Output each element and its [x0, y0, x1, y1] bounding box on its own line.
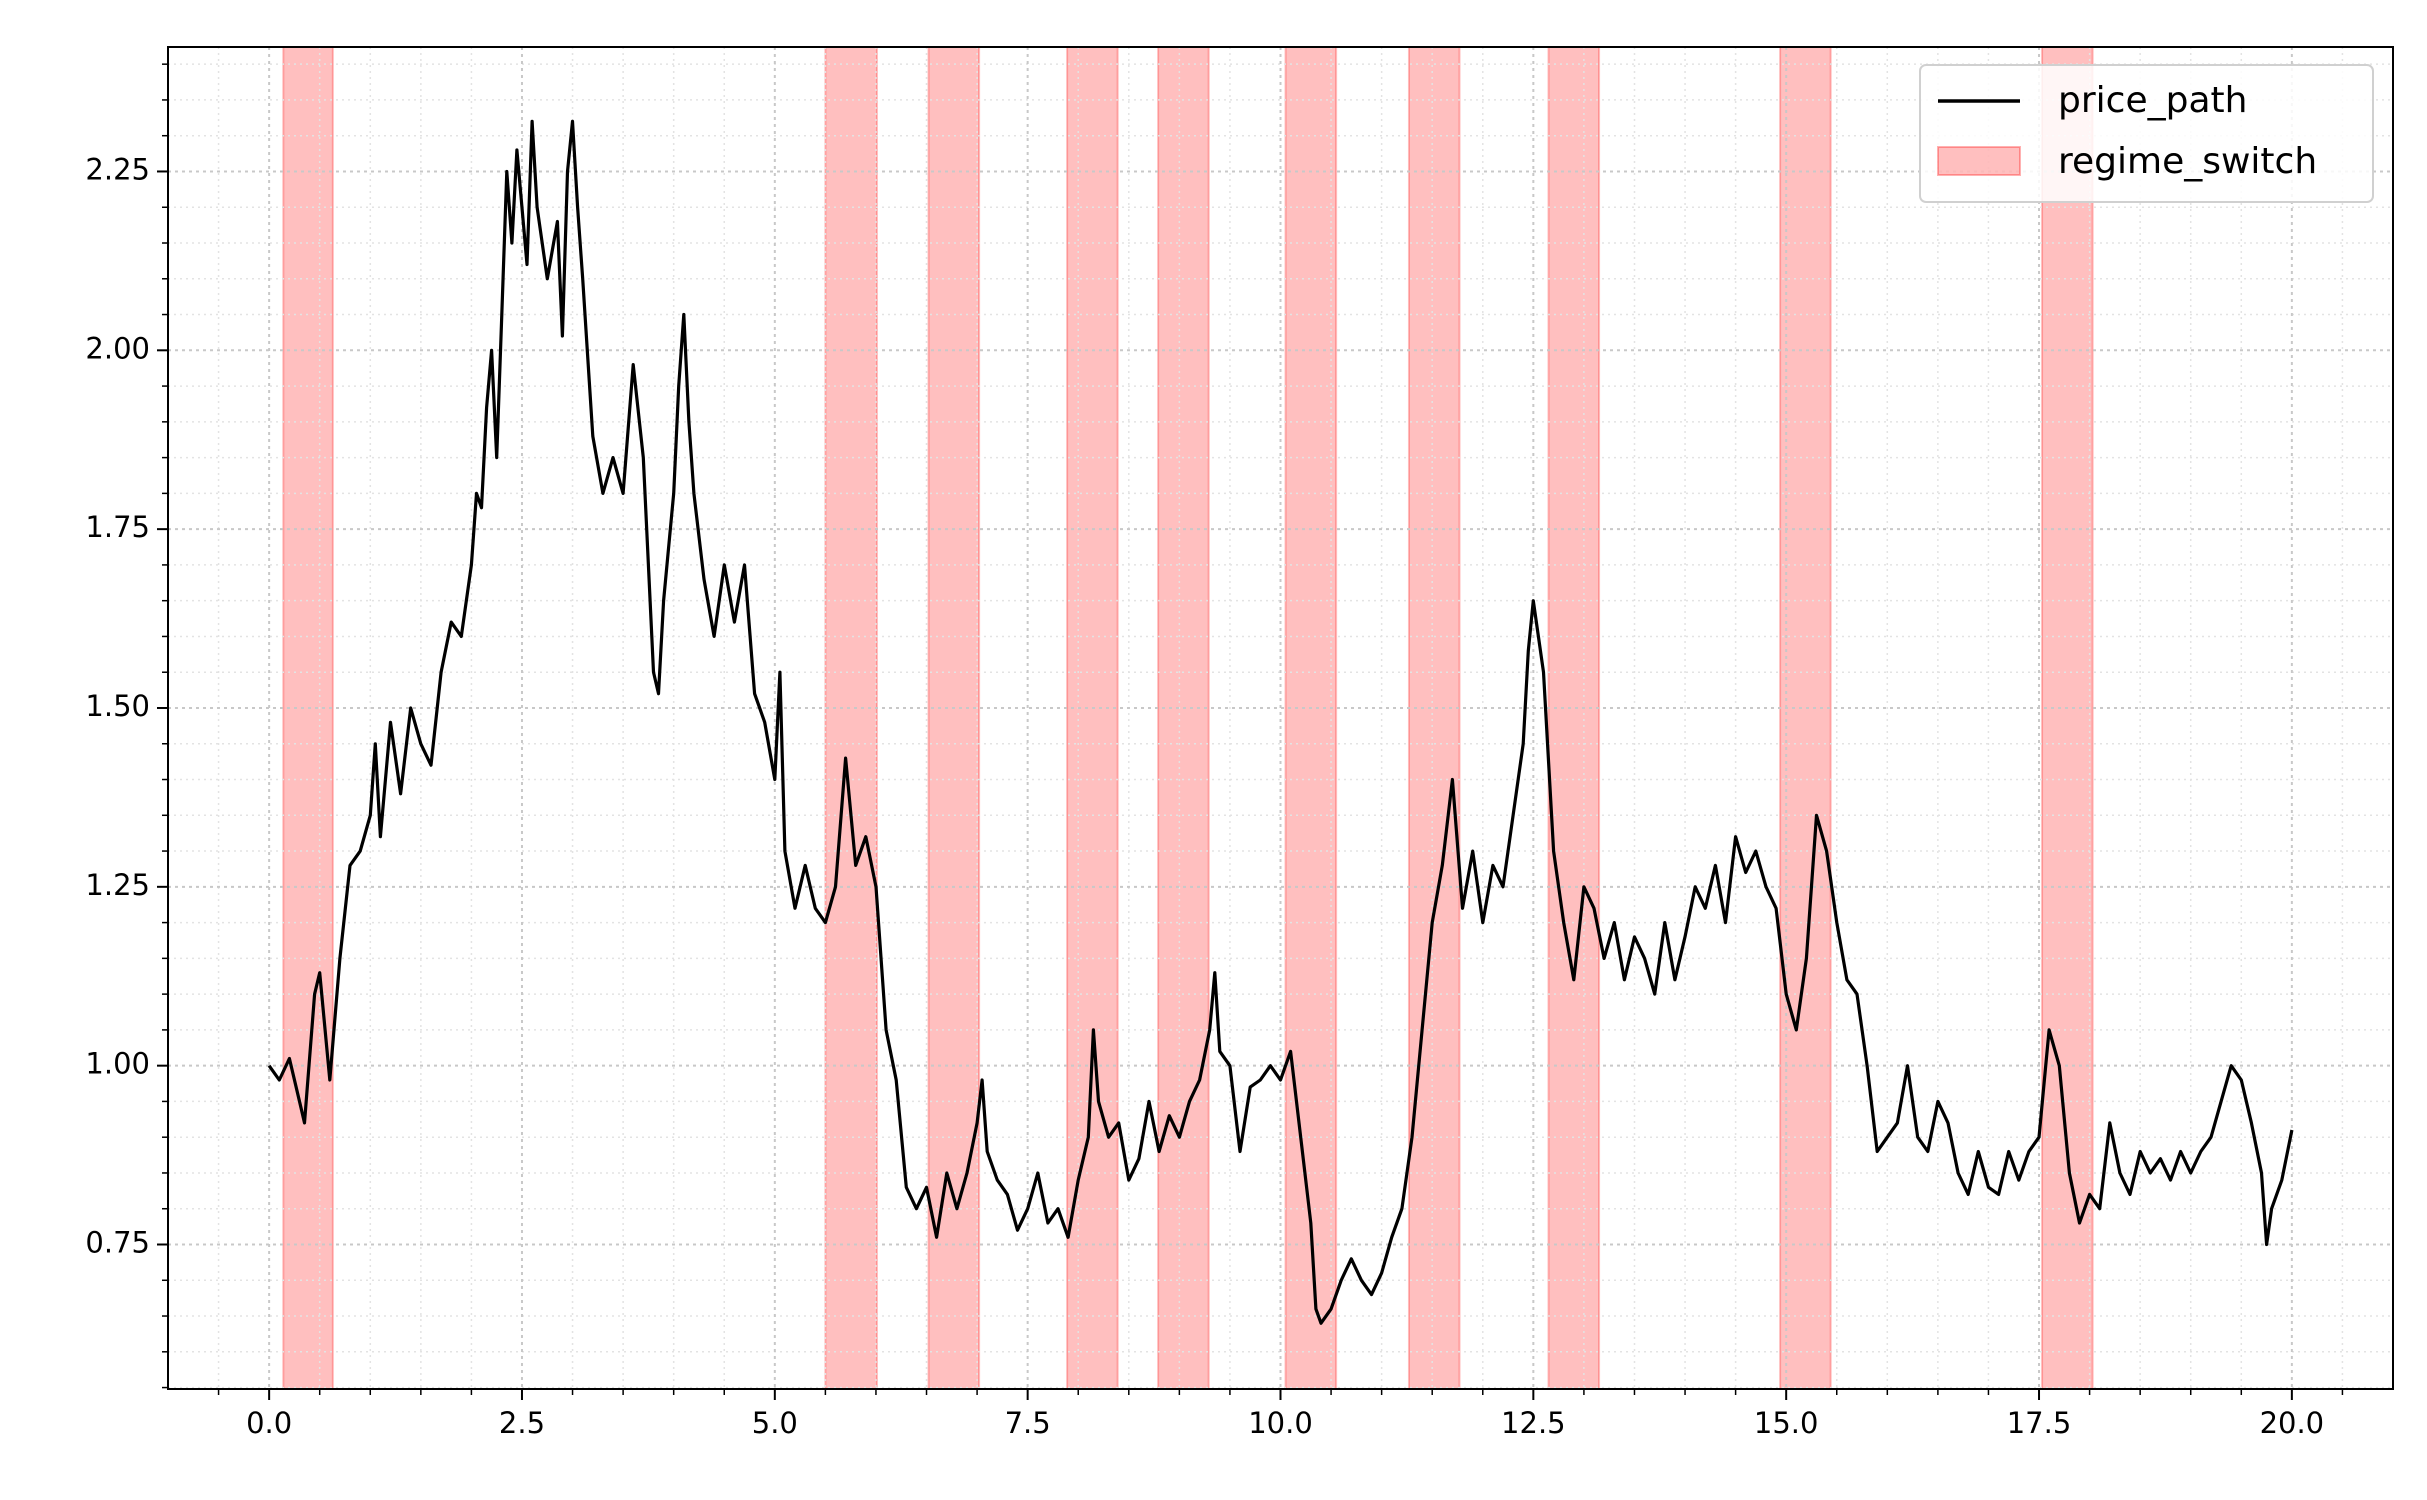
regime-band	[927, 46, 981, 1390]
x-tick-label: 7.5	[1005, 1406, 1051, 1440]
regime-band	[1066, 46, 1119, 1390]
legend-label: regime_switch	[2058, 141, 2317, 182]
regime-band	[1547, 46, 1601, 1390]
y-tick-label: 1.75	[85, 510, 150, 544]
x-tick-label: 15.0	[1754, 1406, 1819, 1440]
y-tick-label: 1.00	[85, 1047, 150, 1081]
x-tick-label: 10.0	[1248, 1406, 1313, 1440]
y-tick-label: 0.75	[85, 1225, 150, 1259]
regime-band	[824, 46, 878, 1390]
x-tick-label: 0.0	[246, 1406, 292, 1440]
y-tick-label: 2.00	[85, 331, 150, 365]
y-tick-label: 2.25	[85, 152, 150, 186]
x-tick-label: 12.5	[1501, 1406, 1566, 1440]
y-tick-label: 1.50	[85, 689, 150, 723]
legend-label: price_path	[2058, 80, 2247, 121]
x-tick-label: 17.5	[2007, 1406, 2072, 1440]
regime-band	[1157, 46, 1210, 1390]
legend-patch	[1937, 146, 2021, 176]
regime-band	[1779, 46, 1832, 1390]
x-tick-label: 2.5	[499, 1406, 545, 1440]
regime-band	[1284, 46, 1338, 1390]
x-tick-label: 5.0	[752, 1406, 798, 1440]
regime-band	[282, 46, 334, 1390]
regime-band	[2041, 46, 2094, 1390]
price-line	[267, 119, 2294, 1325]
x-tick-label: 20.0	[2260, 1406, 2325, 1440]
regime-band	[1407, 46, 1461, 1390]
legend-box	[1919, 64, 2374, 203]
y-tick-label: 1.25	[85, 868, 150, 902]
